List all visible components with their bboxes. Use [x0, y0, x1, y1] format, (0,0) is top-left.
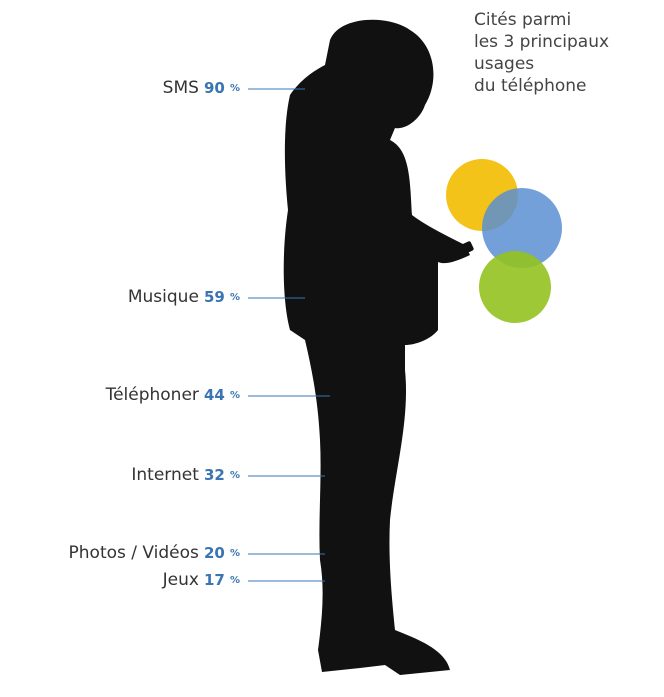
silhouette — [283, 19, 474, 676]
usage-unit: % — [230, 548, 240, 559]
caption-line: usages — [474, 54, 534, 74]
usage-unit: % — [230, 575, 240, 586]
balloon-green — [479, 251, 551, 323]
usage-value: 44 — [204, 386, 225, 404]
usage-value: 32 — [204, 466, 225, 484]
usage-label: Internet 32 % — [131, 465, 240, 486]
caption-line: Cités parmi — [474, 10, 571, 30]
usage-name: Téléphoner — [105, 385, 199, 405]
usage-label: Photos / Vidéos 20 % — [69, 543, 240, 564]
usage-name: Jeux — [162, 570, 199, 590]
usage-label: Téléphoner 44 % — [105, 385, 240, 406]
usage-value: 59 — [204, 288, 225, 306]
caption-line: les 3 principaux — [474, 32, 609, 52]
caption-line: du téléphone — [474, 76, 586, 96]
usage-unit: % — [230, 470, 240, 481]
usage-value: 90 — [204, 79, 225, 97]
usage-name: Photos / Vidéos — [69, 543, 200, 563]
usage-unit: % — [230, 83, 240, 94]
usage-unit: % — [230, 292, 240, 303]
usage-label: Jeux 17 % — [162, 570, 240, 591]
usage-value: 20 — [204, 544, 225, 562]
usage-value: 17 — [204, 571, 225, 589]
balloon-blue — [482, 188, 562, 268]
usage-label: Musique 59 % — [128, 287, 240, 308]
usage-unit: % — [230, 390, 240, 401]
balloons — [446, 159, 562, 323]
usage-label: SMS 90 % — [163, 78, 240, 99]
usage-name: Musique — [128, 287, 199, 307]
usage-name: SMS — [163, 78, 199, 98]
usage-name: Internet — [131, 465, 199, 485]
